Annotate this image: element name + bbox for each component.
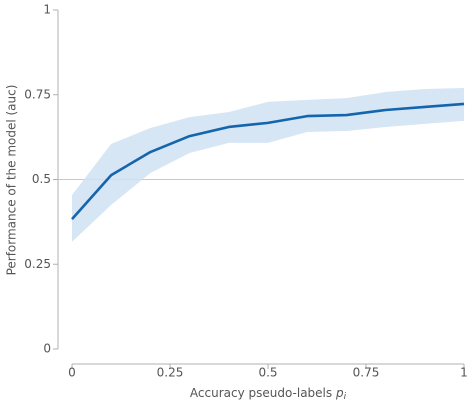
x-axis-label: Accuracy pseudo-labels pi <box>190 386 347 402</box>
x-axis-label-text: Accuracy pseudo-labels <box>190 386 332 400</box>
y-tick-label: 0.75 <box>24 87 51 101</box>
x-tick-label: 1 <box>460 366 468 380</box>
x-tick-label: 0 <box>68 366 76 380</box>
x-axis-label-symbol: p <box>335 386 344 400</box>
confidence-band <box>72 87 464 242</box>
y-tick-label: 0.5 <box>32 172 51 186</box>
x-tick-label: 0.75 <box>353 366 380 380</box>
y-axis-label: Performance of the model (auc) <box>5 85 19 276</box>
y-tick-label: 0 <box>43 342 51 356</box>
x-tick-label: 0.5 <box>258 366 277 380</box>
line <box>71 102 465 221</box>
x-axis-label-subscript: i <box>344 392 347 402</box>
y-tick-label: 0.25 <box>24 257 51 271</box>
x-tick-label: 0.25 <box>157 366 184 380</box>
y-tick-label: 1 <box>43 3 51 17</box>
